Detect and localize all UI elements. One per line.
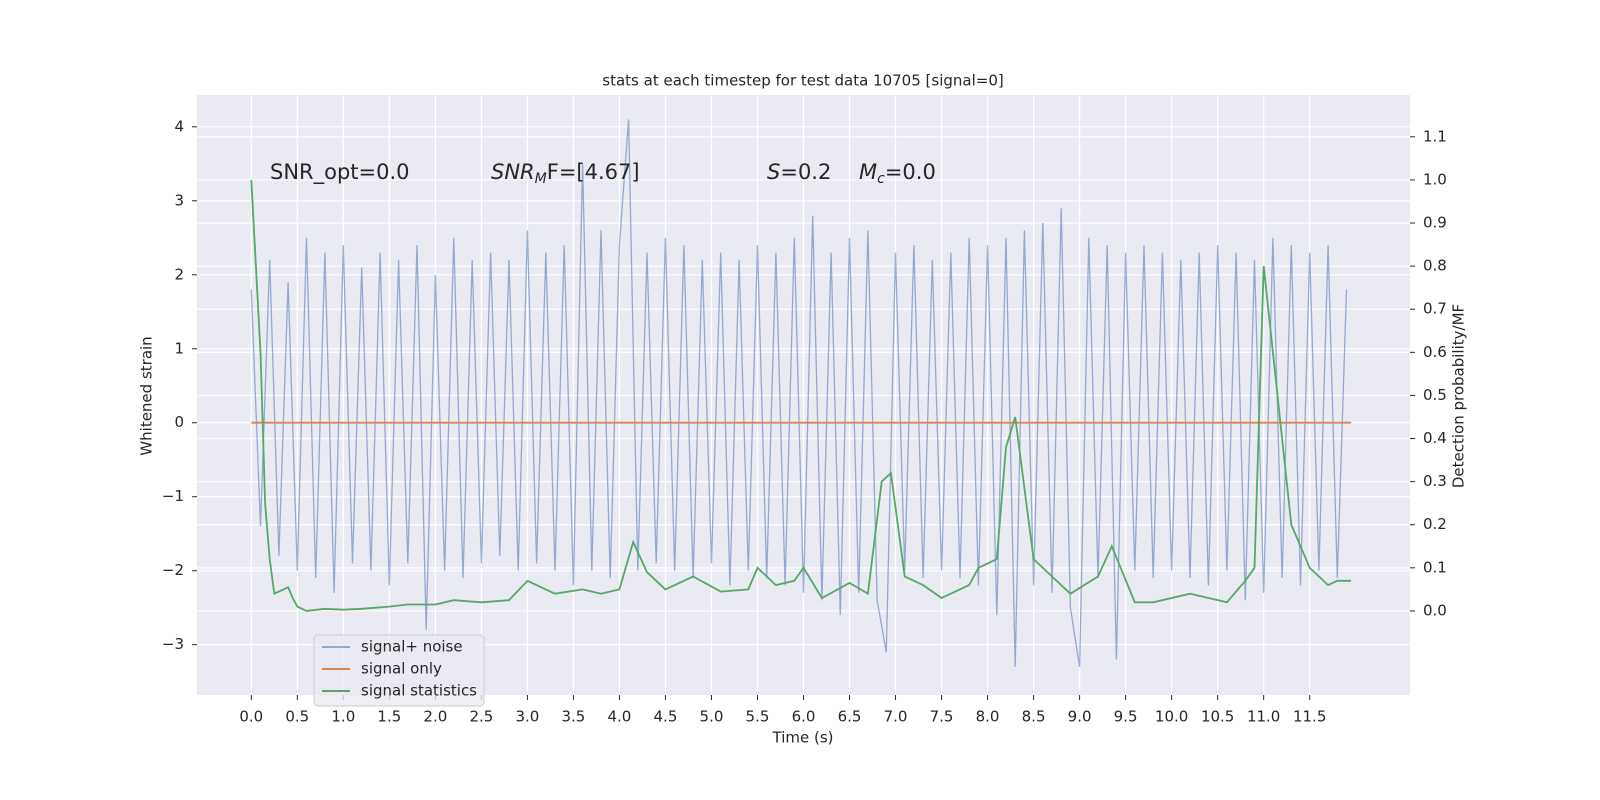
x-tick-label: 2.0 [423,708,447,726]
y2-tick-label: 0.0 [1423,601,1447,619]
legend-box [313,634,485,707]
y2-tick-label: 0.2 [1423,515,1447,533]
x-tick-label: 2.5 [469,708,493,726]
annotations: SNR_opt=0.0 SNRMF=[4.67] S=0.2 Mc=0.0 [270,160,936,187]
x-tick-label: 1.0 [331,708,355,726]
y-tick-label: 1 [174,339,184,357]
x-tick-label: 3.5 [561,708,585,726]
legend-label: signal only [361,660,442,678]
x-tick-label: 7.5 [930,708,954,726]
y2-tick-label: 0.5 [1423,386,1447,404]
annotation-base: S [767,160,780,184]
y-tick-label: 0 [174,413,184,431]
y-tick-label: −2 [162,561,184,579]
x-tick-label: 7.0 [884,708,908,726]
marks [250,119,1352,667]
x-tick-label: 5.5 [746,708,770,726]
y-tick-label: 3 [174,191,184,209]
annotation-sub: c [877,171,885,187]
x-tick-label: 1.5 [377,708,401,726]
y2-tick-label: 0.6 [1423,343,1447,361]
x-tick-label: 0.5 [285,708,309,726]
annotation-base: M [859,160,877,184]
x-tick-label: 10.5 [1201,708,1234,726]
y2-axis-label: Detection probability/MF [1450,304,1468,488]
x-tick-label: 9.0 [1068,708,1092,726]
annotation: SNRMF=[4.67] [491,160,640,187]
y2-tick-label: 0.8 [1423,257,1447,275]
annotation-sub: M [535,171,547,187]
x-tick-label: 9.5 [1114,708,1138,726]
annotation: SNR_opt=0.0 [270,160,410,185]
x-tick-label: 6.0 [792,708,816,726]
x-tick-label: 6.5 [838,708,862,726]
annotation: S=0.2 [767,160,831,184]
annotation-base: SNR_opt=0.0 [270,160,410,185]
x-tick-label: 3.0 [515,708,539,726]
chart-title: stats at each timestep for test data 107… [602,72,1003,90]
x-tick-label: 8.5 [1022,708,1046,726]
y2-tick-label: 0.7 [1423,300,1447,318]
x-tick-label: 11.5 [1293,708,1326,726]
series-line [250,119,1348,667]
y-axis-label: Whitened strain [138,336,156,455]
annotation-base: SNR [491,160,535,184]
y-tick-label: −3 [162,635,184,653]
grid: 0.0 0.5 1.0 1.5 2.0 2.5 3.0 3.5 4.0 4.5 5.0 5.5 6.0 6… [162,95,1447,726]
legend: signal+ noise signal only signal statistic… [313,634,485,707]
y-tick-label: 2 [174,265,184,283]
x-tick-label: 11.0 [1247,708,1280,726]
y2-tick-label: 1.0 [1423,170,1447,188]
y2-tick-label: 0.1 [1423,558,1447,576]
x-tick-label: 4.5 [654,708,678,726]
annotation: Mc=0.0 [859,160,936,187]
x-tick-label: 4.0 [608,708,632,726]
y2-tick-label: 0.9 [1423,214,1447,232]
annotation-tail: =0.0 [885,160,936,184]
y-tick-label: 4 [174,117,184,135]
x-tick-label: 8.0 [976,708,1000,726]
x-tick-label: 5.0 [700,708,724,726]
y2-tick-label: 1.1 [1423,127,1447,145]
x-tick-label: 10.0 [1155,708,1188,726]
x-axis-label: Time (s) [772,729,834,747]
series-line [250,179,1352,612]
legend-label: signal statistics [361,682,477,700]
annotation-tail: F=[4.67] [547,160,640,184]
y-tick-label: −1 [162,487,184,505]
annotation-tail: =0.2 [780,160,831,184]
y2-tick-label: 0.4 [1423,429,1447,447]
x-tick-label: 0.0 [239,708,263,726]
y2-tick-label: 0.3 [1423,472,1447,490]
legend-label: signal+ noise [361,638,463,656]
